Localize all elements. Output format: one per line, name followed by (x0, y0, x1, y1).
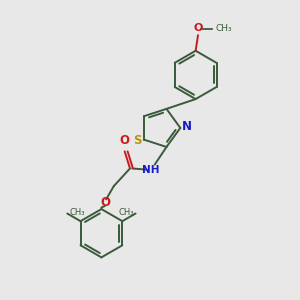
Text: S: S (134, 134, 142, 147)
Text: O: O (100, 196, 110, 209)
Text: N: N (182, 120, 192, 133)
Text: O: O (193, 22, 203, 32)
Text: CH₃: CH₃ (69, 208, 85, 217)
Text: O: O (119, 134, 129, 147)
Text: CH₃: CH₃ (216, 24, 232, 33)
Text: CH₃: CH₃ (118, 208, 134, 217)
Text: NH: NH (142, 165, 160, 175)
